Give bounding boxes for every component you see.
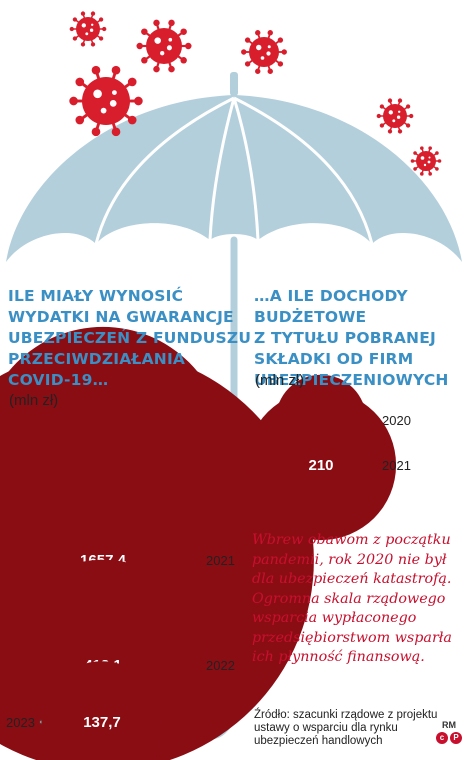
- year-label: 2021: [206, 553, 235, 568]
- bubble: [41, 661, 163, 760]
- right-unit-label: (mln zł): [255, 372, 305, 389]
- year-label: 2022: [206, 658, 235, 673]
- virus-icon: [241, 30, 287, 74]
- bubble-value-label: 137,7: [83, 714, 121, 731]
- right-heading-line: UBEZPIECZENIOWYCH: [254, 371, 449, 389]
- right-heading-line: Z TYTUŁU POBRANEJ: [254, 329, 436, 347]
- virus-icon: [410, 146, 442, 176]
- bubble-value-label: 210: [308, 457, 333, 474]
- left-unit-label: (mln zł): [9, 392, 59, 409]
- bubble-charts: 555,820201657,42021413,12022137,7202376,…: [0, 326, 411, 760]
- credit-initials: RM: [442, 720, 456, 730]
- left-heading-line: PRZECIWDZIAŁANIA: [8, 350, 186, 368]
- right-heading-line: SKŁADKI OD FIRM: [254, 350, 414, 368]
- virus-icon: [69, 65, 143, 137]
- source-note: Źródło: szacunki rządowe z projektu usta…: [254, 709, 438, 747]
- left-heading-line: WYDATKI NA GWARANCJE: [8, 308, 234, 326]
- umbrella-tip: [230, 72, 238, 96]
- bubble: [245, 389, 397, 541]
- virus-icon: [69, 11, 107, 47]
- publisher-logo-icon: P: [450, 732, 462, 744]
- umbrella-ribs: [94, 96, 374, 245]
- commentary-note: Wbrew obawom z początku pandemii, rok 20…: [252, 532, 452, 665]
- right-heading: …A ILE DOCHODY BUDŻETOWE Z TYTUŁU POBRAN…: [254, 286, 449, 391]
- umbrella-canopy: [6, 95, 462, 262]
- left-heading: ILE MIAŁY WYNOSIĆ WYDATKI NA GWARANCJE U…: [8, 286, 251, 391]
- left-heading-line: COVID-19…: [8, 371, 109, 389]
- year-label: 2020: [382, 413, 411, 428]
- right-heading-line: …A ILE DOCHODY: [254, 287, 408, 305]
- left-heading-line: ILE MIAŁY WYNOSIĆ: [8, 287, 184, 305]
- virus-decorations: [69, 11, 442, 176]
- right-heading-line: BUDŻETOWE: [254, 308, 367, 326]
- virus-icon: [376, 98, 414, 134]
- copyright-icon: c: [436, 732, 448, 744]
- virus-icon: [136, 19, 192, 73]
- left-heading-line: UBEZPIECZEŃ Z FUNDUSZU: [8, 329, 252, 347]
- year-label: 2021: [382, 458, 411, 473]
- year-label: 2023: [6, 715, 35, 730]
